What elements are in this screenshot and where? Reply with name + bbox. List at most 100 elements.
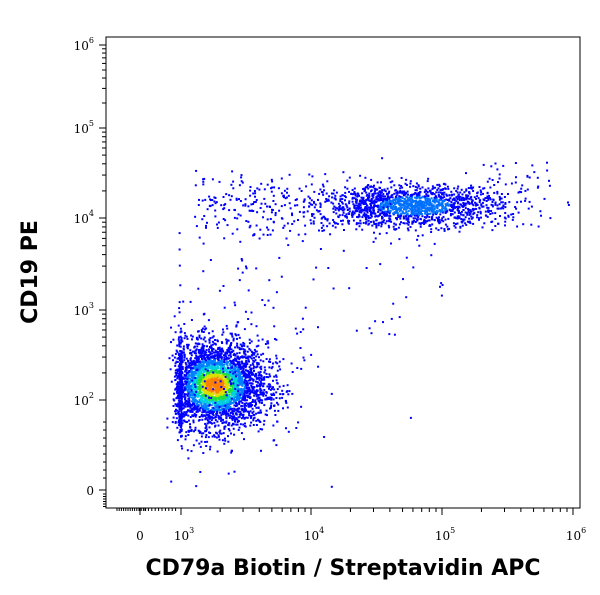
dot-population-negative	[189, 358, 192, 361]
dot-population-positive	[451, 193, 453, 196]
dot-population-negative	[409, 416, 412, 419]
dot-population-positive	[339, 198, 342, 201]
dot-population-negative	[241, 345, 243, 348]
dot-population-negative	[275, 354, 278, 357]
dot-population-negative	[268, 358, 271, 361]
dot-population-positive	[437, 229, 440, 231]
dot-population-positive	[456, 191, 459, 194]
dot-population-negative	[181, 447, 184, 450]
dot-population-negative	[233, 380, 236, 383]
dot-population-positive	[414, 221, 417, 223]
dot-population-negative	[178, 307, 181, 310]
dot-population-positive	[410, 215, 413, 218]
dot-population-positive	[334, 208, 337, 211]
dot-population-positive	[524, 199, 527, 202]
dot-population-negative	[258, 376, 261, 379]
dot-population-negative	[248, 347, 251, 350]
dot-population-negative	[202, 405, 205, 408]
dot-population-negative	[246, 387, 249, 390]
dot-population-positive	[421, 195, 424, 198]
dot-population-positive	[373, 202, 376, 205]
dot-population-negative	[218, 438, 221, 441]
dot-population-negative	[244, 410, 247, 413]
dot-population-positive	[345, 204, 348, 207]
dot-population-negative	[205, 424, 208, 427]
dot-population-negative	[200, 347, 203, 350]
dot-population-negative	[191, 398, 194, 401]
dot-population-negative	[239, 383, 242, 386]
dot-population-negative	[218, 393, 221, 396]
dot-population-negative	[248, 360, 250, 363]
dot-population-positive	[468, 220, 471, 223]
dot-population-negative	[232, 372, 235, 375]
dot-population-negative	[251, 412, 254, 414]
dot-population-negative	[201, 382, 204, 385]
dot-population-negative	[212, 383, 215, 386]
dot-population-positive	[371, 224, 374, 227]
dot-population-positive	[419, 199, 422, 202]
dot-population-negative	[246, 383, 249, 386]
dot-population-positive	[466, 194, 469, 197]
dot-population-negative	[211, 343, 214, 346]
dot-population-negative	[270, 404, 273, 407]
dot-population-negative	[190, 354, 193, 357]
dot-population-negative	[180, 357, 183, 360]
dot-population-negative	[232, 399, 235, 402]
dot-population-negative	[231, 384, 234, 387]
dot-population-negative	[218, 378, 221, 381]
dot-population-negative	[197, 330, 199, 333]
dot-population-negative	[211, 348, 214, 351]
dot-population-negative	[211, 410, 214, 413]
dot-population-negative	[178, 340, 181, 343]
dot-population-positive	[360, 211, 363, 214]
dot-population-negative	[244, 375, 247, 378]
dot-population-positive	[443, 196, 446, 199]
dot-population-negative	[201, 387, 204, 390]
dot-population-negative	[180, 382, 183, 385]
dot-population-negative	[221, 439, 224, 442]
dot-population-positive	[450, 201, 453, 203]
dot-population-negative	[195, 336, 198, 339]
dot-population-positive	[405, 184, 408, 186]
dot-population-negative	[218, 406, 221, 409]
dot-population-positive	[364, 222, 367, 225]
dot-population-positive	[372, 194, 375, 197]
dot-population-negative	[277, 409, 280, 412]
dot-population-negative	[267, 346, 270, 349]
dot-population-positive	[438, 218, 441, 221]
dot-population-negative	[217, 361, 220, 364]
dot-population-positive	[410, 197, 413, 199]
dot-population-negative	[233, 378, 236, 381]
dot-population-negative	[259, 380, 262, 383]
dot-population-negative	[204, 377, 207, 380]
dot-population-positive	[499, 215, 501, 217]
dot-population-negative	[207, 366, 210, 369]
dot-population-positive	[427, 200, 430, 203]
dot-population-positive	[439, 191, 442, 194]
dot-population-negative	[184, 435, 187, 438]
dot-population-negative	[274, 361, 277, 364]
dot-population-negative	[208, 341, 211, 344]
dot-population-positive	[395, 191, 398, 194]
dot-population-negative	[185, 413, 188, 416]
dot-population-positive	[489, 198, 492, 201]
dot-population-negative	[197, 349, 200, 351]
dot-population-negative	[234, 304, 237, 307]
dot-population-positive	[385, 232, 388, 235]
dot-population-negative	[226, 404, 229, 407]
dot-population-negative	[196, 361, 199, 364]
dot-population-negative	[184, 361, 187, 364]
dot-population-negative	[185, 357, 188, 360]
dot-population-positive	[411, 208, 414, 211]
dot-population-positive	[475, 197, 477, 200]
dot-population-negative	[235, 423, 238, 426]
dot-population-positive	[430, 197, 433, 200]
dot-population-positive	[380, 207, 383, 210]
dot-population-negative	[244, 369, 247, 372]
dot-population-positive	[454, 199, 457, 202]
dot-population-positive	[472, 190, 475, 192]
dot-population-positive	[436, 183, 439, 186]
dot-population-negative	[212, 348, 215, 351]
dot-population-positive	[460, 198, 463, 200]
dot-population-negative	[243, 383, 246, 386]
